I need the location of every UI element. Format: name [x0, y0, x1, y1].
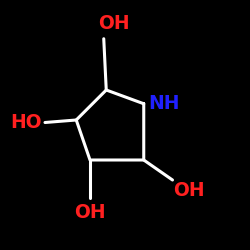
Text: NH: NH — [149, 94, 180, 113]
Text: OH: OH — [74, 203, 106, 222]
Text: OH: OH — [173, 180, 204, 200]
Text: HO: HO — [10, 113, 42, 132]
Text: OH: OH — [98, 14, 130, 33]
